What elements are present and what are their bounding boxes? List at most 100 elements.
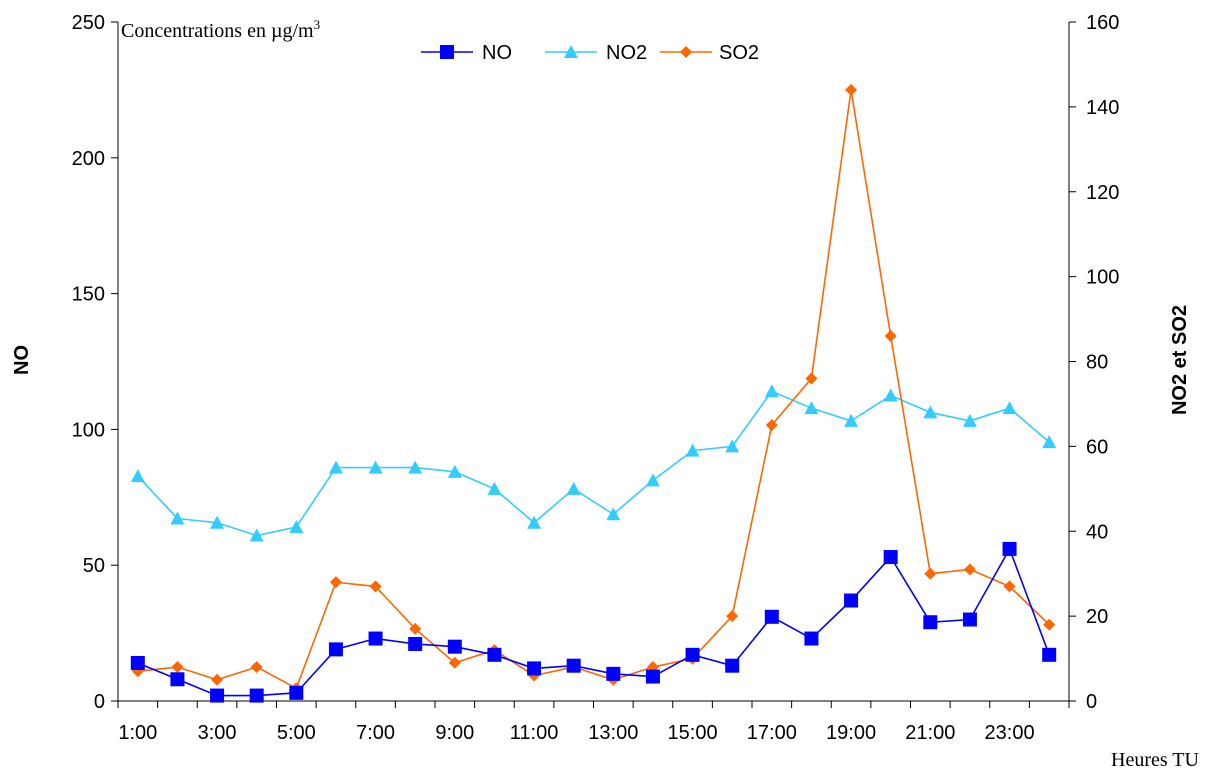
data-point-no: [764, 609, 779, 624]
x-tick-label: 11:00: [510, 722, 559, 744]
data-point-no: [962, 612, 977, 627]
data-point-so2: [250, 661, 263, 674]
data-point-so2: [448, 656, 461, 669]
data-point-no: [566, 658, 581, 673]
data-point-no2: [170, 511, 185, 525]
x-tick-label: 13:00: [588, 722, 638, 744]
data-point-so2: [409, 622, 422, 635]
data-point-no: [883, 550, 898, 565]
x-tick-label: 21:00: [905, 722, 955, 744]
legend-label: NO: [482, 42, 512, 64]
data-point-no: [725, 658, 740, 673]
data-point-so2: [726, 610, 739, 623]
data-point-no: [289, 685, 304, 700]
data-point-no: [1002, 541, 1017, 556]
axes: [117, 22, 1070, 702]
x-tick-label: 5:00: [277, 722, 316, 744]
data-point-no: [408, 636, 423, 651]
data-point-no2: [645, 473, 660, 487]
data-point-no2: [764, 384, 779, 398]
x-tick-label: 1:00: [118, 722, 157, 744]
data-point-so2: [1043, 618, 1056, 631]
y-right-tick-label: 120: [1086, 182, 1119, 204]
data-point-no: [923, 615, 938, 630]
legend: NO NO2 SO2: [421, 42, 759, 64]
x-tick-label: 19:00: [826, 722, 876, 744]
data-point-no: [210, 688, 225, 703]
data-point-no2: [447, 464, 462, 478]
x-tick-label: 15:00: [668, 722, 718, 744]
data-point-no2: [487, 481, 502, 495]
data-point-no2: [1042, 435, 1057, 449]
x-tick-label: 7:00: [356, 722, 395, 744]
x-axis-ticks: 1:00 3:00 5:00 7:00 9:00 11:00 13:00 15:00 17:00…: [117, 701, 1070, 744]
data-point-no: [447, 639, 462, 654]
y-right-tick-label: 20: [1086, 606, 1108, 628]
left-axis-ticks: 0 50 100 150 200 250: [72, 12, 118, 713]
y-right-tick-label: 0: [1086, 691, 1097, 713]
data-point-so2: [884, 330, 897, 343]
data-point-no2: [210, 515, 225, 529]
data-point-no: [368, 631, 383, 646]
x-axis-label: Heures TU: [1111, 749, 1199, 771]
y-right-tick-label: 160: [1086, 12, 1119, 34]
data-point-no2: [923, 405, 938, 419]
legend-label: NO2: [606, 42, 647, 64]
data-point-no: [606, 666, 621, 681]
data-point-no: [685, 647, 700, 662]
data-point-so2: [805, 372, 818, 385]
data-point-no2: [725, 439, 740, 453]
data-point-so2: [924, 567, 937, 580]
legend-marker: [440, 45, 454, 59]
data-point-so2: [329, 576, 342, 589]
data-point-no: [249, 688, 264, 703]
y-right-tick-label: 100: [1086, 267, 1119, 289]
data-point-no: [804, 631, 819, 646]
legend-marker: [564, 45, 578, 58]
series-so2: [131, 83, 1056, 695]
data-point-so2: [369, 580, 382, 593]
data-point-no2: [1002, 401, 1017, 415]
legend-label: SO2: [719, 42, 759, 64]
data-point-no2: [606, 507, 621, 521]
data-point-no2: [368, 460, 383, 474]
data-point-no2: [130, 469, 145, 483]
series-no: [130, 541, 1057, 703]
legend-marker: [680, 46, 692, 58]
series-no2: [130, 384, 1057, 542]
data-point-so2: [845, 83, 858, 96]
data-point-no: [487, 647, 502, 662]
data-point-no2: [289, 520, 304, 534]
y-right-tick-label: 60: [1086, 436, 1108, 458]
data-point-so2: [963, 563, 976, 576]
x-tick-label: 23:00: [985, 722, 1035, 744]
series-line-so2: [137, 89, 1050, 690]
legend-item-no: NO: [421, 42, 512, 64]
data-point-no2: [566, 481, 581, 495]
y-left-tick-label: 50: [83, 555, 105, 577]
y-left-tick-label: 100: [72, 419, 105, 441]
data-point-no: [170, 672, 185, 687]
data-point-so2: [1003, 580, 1016, 593]
data-point-no2: [685, 443, 700, 457]
legend-item-no2: NO2: [545, 42, 647, 64]
data-point-no2: [883, 388, 898, 402]
data-point-no: [527, 661, 542, 676]
data-point-no: [1042, 647, 1057, 662]
data-point-no2: [844, 413, 859, 427]
y-right-tick-label: 140: [1086, 97, 1119, 119]
x-tick-label: 3:00: [198, 722, 237, 744]
y-axis-right-label: NO2 et SO2: [1169, 305, 1191, 415]
series-line-no2: [137, 390, 1050, 537]
data-point-no: [844, 593, 859, 608]
y-left-tick-label: 200: [72, 148, 105, 170]
data-point-no: [645, 669, 660, 684]
data-point-so2: [765, 419, 778, 432]
data-point-no: [130, 655, 145, 670]
data-point-so2: [211, 673, 224, 686]
y-right-tick-label: 80: [1086, 352, 1108, 374]
x-tick-label: 9:00: [435, 722, 474, 744]
right-axis-ticks: 0 20 40 60 80 100 120 140 160: [1069, 12, 1119, 713]
data-point-no2: [527, 515, 542, 529]
